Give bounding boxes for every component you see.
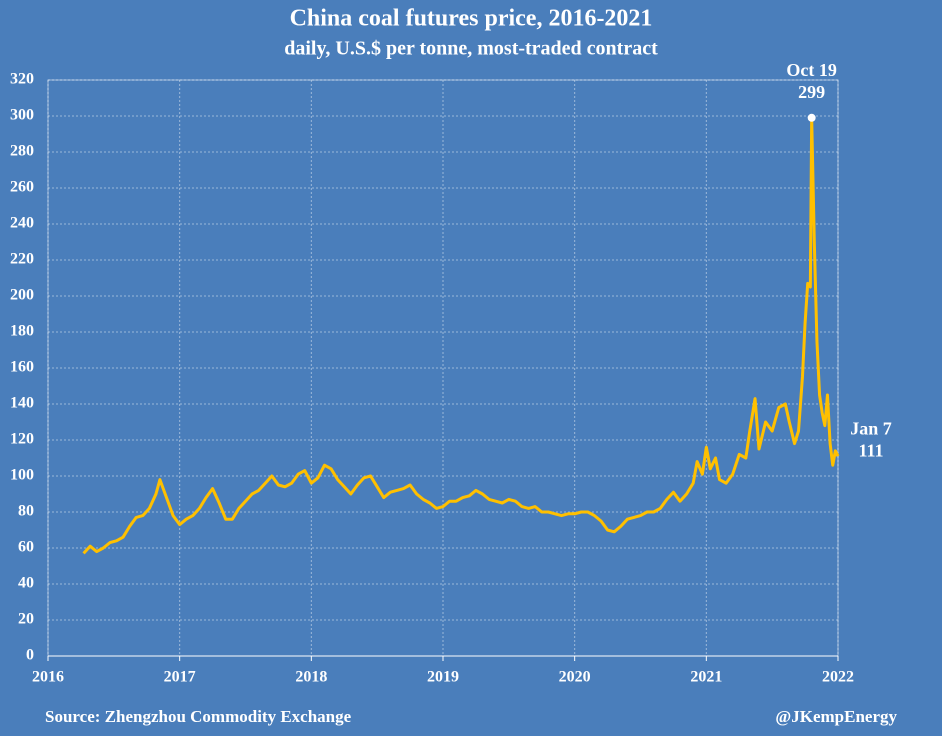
credit: @JKempEnergy bbox=[775, 707, 897, 726]
y-tick-label: 80 bbox=[18, 503, 34, 520]
y-tick-label: 0 bbox=[26, 647, 34, 664]
x-tick-label: 2016 bbox=[32, 669, 64, 686]
annotation-value: 111 bbox=[858, 440, 883, 460]
x-tick-label: 2019 bbox=[427, 669, 459, 686]
y-tick-label: 60 bbox=[18, 539, 34, 556]
x-tick-label: 2017 bbox=[164, 669, 196, 686]
x-tick-label: 2018 bbox=[295, 669, 327, 686]
y-tick-label: 160 bbox=[10, 359, 34, 376]
y-tick-label: 300 bbox=[10, 107, 34, 124]
x-tick-label: 2020 bbox=[559, 669, 591, 686]
y-tick-label: 40 bbox=[18, 575, 34, 592]
y-tick-label: 200 bbox=[10, 287, 34, 304]
y-tick-label: 320 bbox=[10, 71, 34, 88]
line bbox=[82, 116, 840, 555]
annotation-dot bbox=[807, 113, 816, 122]
y-tick-label: 260 bbox=[10, 179, 34, 196]
annotation-label: Jan 7 bbox=[850, 418, 892, 438]
annotation-value: 299 bbox=[798, 82, 825, 102]
y-tick-label: 140 bbox=[10, 395, 34, 412]
x-tick-label: 2021 bbox=[690, 669, 722, 686]
chart-title: China coal futures price, 2016-2021 bbox=[290, 6, 653, 32]
y-tick-label: 220 bbox=[10, 251, 34, 268]
source: Source: Zhengzhou Commodity Exchange bbox=[45, 707, 352, 726]
y-tick-label: 280 bbox=[10, 143, 34, 160]
y-tick-label: 100 bbox=[10, 467, 34, 484]
y-tick-label: 180 bbox=[10, 323, 34, 340]
chart-subtitle: daily, U.S.$ per tonne, most-traded cont… bbox=[284, 38, 658, 60]
y-tick-label: 120 bbox=[10, 431, 34, 448]
y-tick-label: 20 bbox=[18, 611, 34, 628]
annotation-label: Oct 19 bbox=[786, 60, 836, 80]
x-tick-label: 2022 bbox=[822, 669, 854, 686]
y-tick-label: 240 bbox=[10, 215, 34, 232]
